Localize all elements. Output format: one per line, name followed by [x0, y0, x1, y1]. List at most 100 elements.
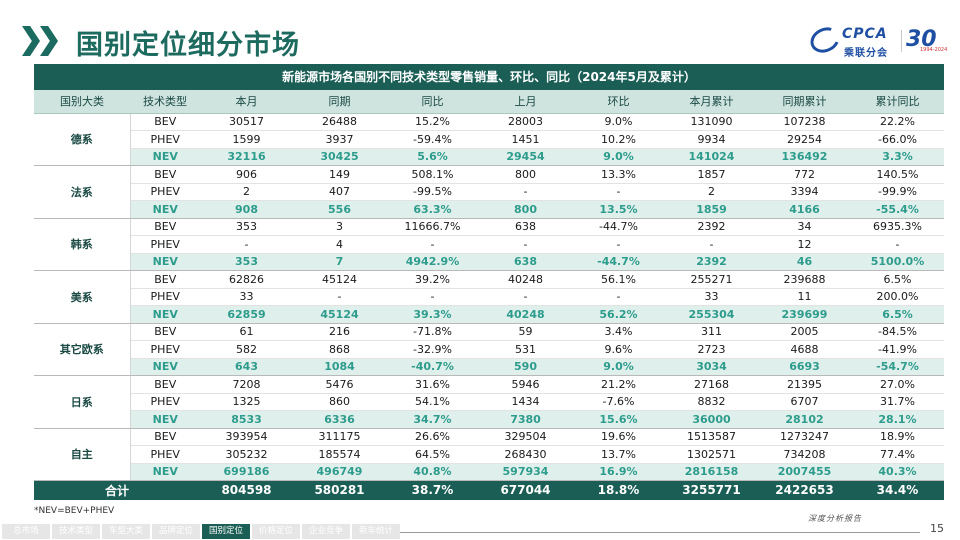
value-cell: 64.5% — [386, 445, 479, 464]
nav-tab[interactable]: 总市场 — [2, 524, 50, 539]
value-cell: 21395 — [758, 375, 851, 394]
value-cell: 4688 — [758, 340, 851, 359]
tech-type-cell: NEV — [130, 253, 200, 271]
value-cell: 1084 — [293, 358, 386, 376]
value-cell: - — [479, 183, 572, 201]
nav-divider-line — [355, 532, 920, 533]
total-value-cell: 804598 — [200, 480, 293, 500]
table-row: 美系 BEV 62826 45124 39.2% 40248 56.1% 255271 2396… — [34, 270, 944, 324]
nav-tab[interactable]: 车型大类 — [102, 524, 150, 539]
value-cell: 1857 — [665, 165, 758, 184]
nav-tab[interactable]: 价格定位 — [252, 524, 300, 539]
table-row: NEV 908 556 63.3% 800 13.5% 1859 4166 -55.4% — [34, 200, 944, 219]
logo-divider — [901, 30, 902, 52]
total-value-cell: 677044 — [479, 480, 572, 500]
value-cell: 27168 — [665, 375, 758, 394]
value-cell: 56.2% — [572, 305, 665, 324]
value-cell: 15.6% — [572, 410, 665, 429]
value-cell: 27.0% — [851, 375, 944, 394]
tech-type-cell: NEV — [130, 358, 200, 376]
tech-type-cell: BEV — [130, 323, 200, 341]
value-cell: 9.0% — [572, 148, 665, 166]
value-cell: 6935.3% — [851, 218, 944, 236]
total-row: 合计 804598 580281 38.7% 677044 18.8% 3255771 242… — [34, 480, 944, 500]
value-cell: 30517 — [200, 113, 293, 131]
tech-type-cell: NEV — [130, 305, 200, 324]
value-cell: 3.4% — [572, 323, 665, 341]
tech-type-cell: NEV — [130, 410, 200, 429]
tech-type-cell: NEV — [130, 148, 200, 166]
value-cell: 32116 — [200, 148, 293, 166]
value-cell: 1302571 — [665, 445, 758, 464]
value-cell: - — [386, 235, 479, 254]
value-cell: 590 — [479, 358, 572, 376]
value-cell: 9.6% — [572, 340, 665, 359]
page-number: 15 — [930, 522, 944, 535]
table-row: PHEV 1599 3937 -59.4% 1451 10.2% 9934 29254 -66.… — [34, 130, 944, 149]
cpca-logo: CPCA 乘联分会 — [806, 22, 900, 59]
tech-type-cell: PHEV — [130, 130, 200, 149]
value-cell: 3937 — [293, 130, 386, 149]
value-cell: 30425 — [293, 148, 386, 166]
tech-type-cell: BEV — [130, 270, 200, 289]
table-row: NEV 353 7 4942.9% 638 -44.7% 2392 46 5100.0% — [34, 253, 944, 271]
value-cell: 2392 — [665, 218, 758, 236]
value-cell: 393954 — [200, 428, 293, 446]
nav-tab[interactable]: 新车统计 — [352, 524, 400, 539]
sales-table-container: 新能源市场各国别不同技术类型零售销量、环比、同比（2024年5月及累计） 国别大… — [34, 64, 944, 500]
value-cell: 643 — [200, 358, 293, 376]
table-row: PHEV 582 868 -32.9% 531 9.6% 2723 4688 -41.9% — [34, 340, 944, 359]
value-cell: 3394 — [758, 183, 851, 201]
nav-tab[interactable]: 技术类型 — [52, 524, 100, 539]
nav-tab[interactable]: 国别定位 — [202, 524, 250, 539]
tech-type-cell: NEV — [130, 200, 200, 219]
value-cell: 33 — [665, 288, 758, 306]
column-header: 本月累计 — [665, 90, 758, 114]
column-header: 同期累计 — [758, 90, 851, 114]
value-cell: 141024 — [665, 148, 758, 166]
value-cell: 22.2% — [851, 113, 944, 131]
tech-type-cell: PHEV — [130, 445, 200, 464]
nav-tab[interactable]: 企业竞争 — [302, 524, 350, 539]
total-label: 合计 — [34, 480, 200, 500]
value-cell: - — [293, 288, 386, 306]
value-cell: 107238 — [758, 113, 851, 131]
value-cell: 255271 — [665, 270, 758, 289]
value-cell: 1513587 — [665, 428, 758, 446]
value-cell: 45124 — [293, 305, 386, 324]
value-cell: 28102 — [758, 410, 851, 429]
table-row: 日系 BEV 7208 5476 31.6% 5946 21.2% 27168 21395 27.… — [34, 375, 944, 429]
value-cell: - — [200, 235, 293, 254]
value-cell: 33 — [200, 288, 293, 306]
value-cell: 136492 — [758, 148, 851, 166]
value-cell: 496749 — [293, 463, 386, 481]
value-cell: -99.9% — [851, 183, 944, 201]
value-cell: 45124 — [293, 270, 386, 289]
chevron-right-icon — [22, 26, 72, 56]
value-cell: 1434 — [479, 393, 572, 411]
value-cell: -59.4% — [386, 130, 479, 149]
value-cell: 4 — [293, 235, 386, 254]
value-cell: -66.0% — [851, 130, 944, 149]
value-cell: 353 — [200, 253, 293, 271]
value-cell: 63.3% — [386, 200, 479, 219]
value-cell: 9.0% — [572, 113, 665, 131]
anniversary-years: 1994-2024 — [920, 47, 948, 53]
region-cell: 韩系 — [34, 218, 131, 271]
value-cell: -44.7% — [572, 218, 665, 236]
value-cell: 8832 — [665, 393, 758, 411]
value-cell: 31.7% — [851, 393, 944, 411]
value-cell: 5.6% — [386, 148, 479, 166]
value-cell: 638 — [479, 253, 572, 271]
tech-type-cell: PHEV — [130, 183, 200, 201]
value-cell: 31.6% — [386, 375, 479, 394]
value-cell: -54.7% — [851, 358, 944, 376]
value-cell: 7 — [293, 253, 386, 271]
value-cell: 3.3% — [851, 148, 944, 166]
value-cell: 140.5% — [851, 165, 944, 184]
nav-tab[interactable]: 品牌定位 — [152, 524, 200, 539]
value-cell: 582 — [200, 340, 293, 359]
table-row: 韩系 BEV 353 3 11666.7% 638 -44.7% 2392 34 6935.3% — [34, 218, 944, 271]
value-cell: 6707 — [758, 393, 851, 411]
table-row: PHEV 2 407 -99.5% - -2 3394 -99.9% — [34, 183, 944, 201]
